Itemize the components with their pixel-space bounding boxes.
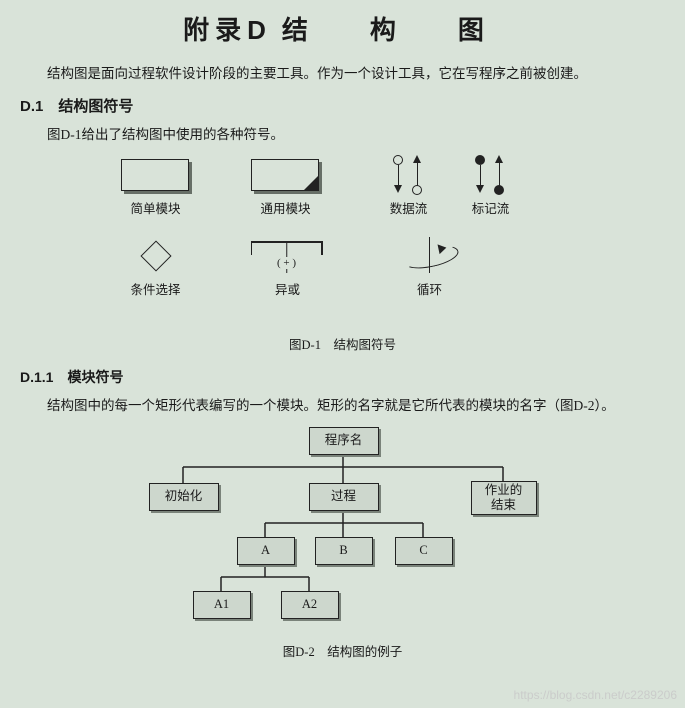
watermark: https://blog.csdn.net/c2289206 [514, 688, 677, 702]
title-prefix: 附录D [183, 15, 272, 45]
condition-symbol [140, 241, 171, 272]
figure-d1: 简单模块 通用模块 数据流 标记流 条件选择 [73, 153, 613, 328]
figure-d2-caption: 图D-2 结构图的例子 [20, 641, 665, 660]
node-init: 初始化 [149, 483, 219, 511]
node-b: B [315, 537, 373, 565]
section-d1-body: 图D-1给出了结构图中使用的各种符号。 [20, 124, 665, 146]
figure-d2: 程序名 初始化 过程 作业的 结束 A B C A1 A2 [93, 425, 593, 635]
simple-module-symbol [121, 159, 189, 191]
section-d11-heading: D.1.1 模块符号 [20, 367, 665, 387]
title-rest: 结 构 图 [282, 15, 502, 45]
simple-module-label: 简单模块 [111, 198, 201, 217]
node-c: C [395, 537, 453, 565]
section-d11-body: 结构图中的每一个矩形代表编写的一个模块。矩形的名字就是它所代表的模块的名字（图D… [20, 395, 665, 417]
figure-d2-lines [93, 425, 593, 635]
section-d1-heading: D.1 结构图符号 [20, 95, 665, 116]
node-root: 程序名 [309, 427, 379, 455]
exclusive-or-symbol: ( + ) [251, 241, 323, 275]
node-a: A [237, 537, 295, 565]
data-flow-label: 数据流 [379, 198, 439, 217]
flag-flow-symbol [475, 155, 511, 195]
node-a2: A2 [281, 591, 339, 619]
intro-paragraph: 结构图是面向过程软件设计阶段的主要工具。作为一个设计工具，它在写程序之前被创建。 [20, 63, 665, 85]
flag-flow-label: 标记流 [461, 198, 521, 217]
node-a1: A1 [193, 591, 251, 619]
figure-d1-caption: 图D-1 结构图符号 [20, 334, 665, 353]
node-process: 过程 [309, 483, 379, 511]
node-end: 作业的 结束 [471, 481, 537, 515]
data-flow-symbol [393, 155, 429, 195]
exclusive-or-label: 异或 [263, 279, 313, 298]
condition-label: 条件选择 [121, 279, 191, 298]
common-module-label: 通用模块 [241, 198, 331, 217]
common-module-symbol [251, 159, 319, 191]
loop-label: 循环 [405, 279, 455, 298]
page-title: 附录D 结 构 图 [20, 10, 665, 47]
exclusive-or-plus: ( + ) [276, 257, 297, 269]
loop-symbol [401, 242, 460, 273]
